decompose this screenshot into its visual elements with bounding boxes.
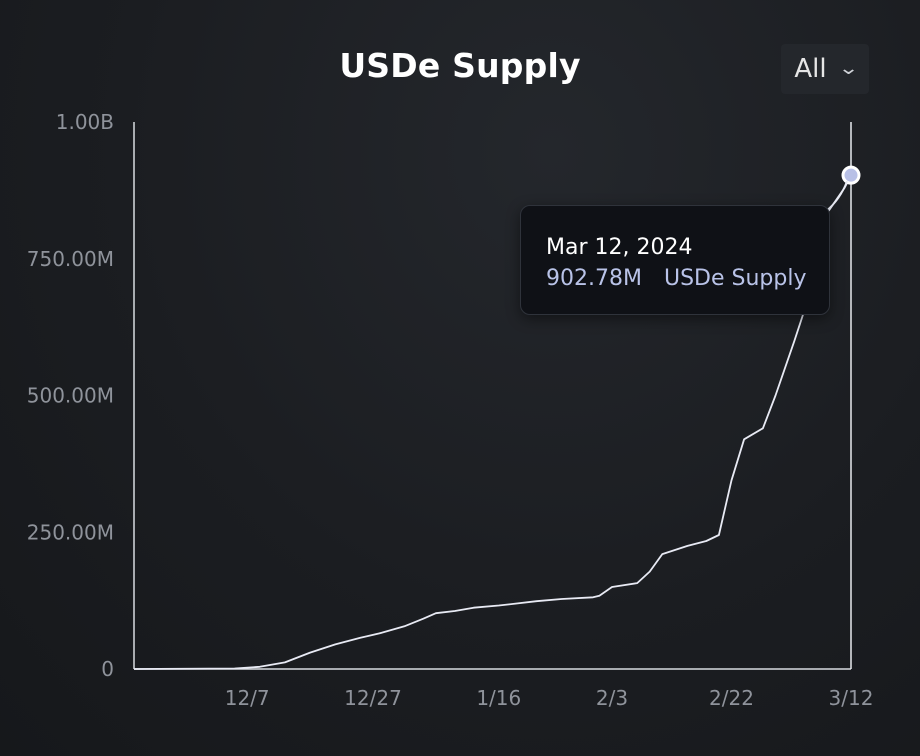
series-line-usde-supply — [133, 174, 852, 670]
x-tick-label: 12/7 — [225, 686, 270, 710]
y-tick-label: 0 — [101, 657, 114, 681]
x-tick-label: 3/12 — [829, 686, 874, 710]
x-tick-label: 1/16 — [476, 686, 521, 710]
y-tick-label: 750.00M — [27, 247, 114, 271]
y-tick-label: 250.00M — [27, 520, 114, 544]
chart-title: USDe Supply — [339, 46, 581, 85]
tooltip-date: Mar 12, 2024 — [546, 235, 693, 260]
time-range-select[interactable]: All ⌄ — [781, 44, 869, 94]
tooltip-series-name: USDe Supply — [663, 266, 807, 291]
data-tooltip: Mar 12, 2024 902.78M USDe Supply — [520, 205, 830, 315]
hover-point-marker[interactable] — [841, 165, 861, 185]
x-tick-label: 12/27 — [344, 686, 402, 710]
tooltip-row: 902.78M USDe Supply — [546, 262, 829, 296]
time-range-label: All — [794, 54, 827, 84]
y-tick-label: 1.00B — [56, 110, 114, 134]
x-tick-label: 2/22 — [709, 686, 754, 710]
tooltip-connector — [825, 180, 848, 212]
tooltip-value: 902.78M — [546, 266, 642, 291]
chevron-down-icon: ⌄ — [837, 57, 859, 79]
x-tick-label: 2/3 — [596, 686, 628, 710]
y-tick-label: 500.00M — [27, 384, 114, 408]
